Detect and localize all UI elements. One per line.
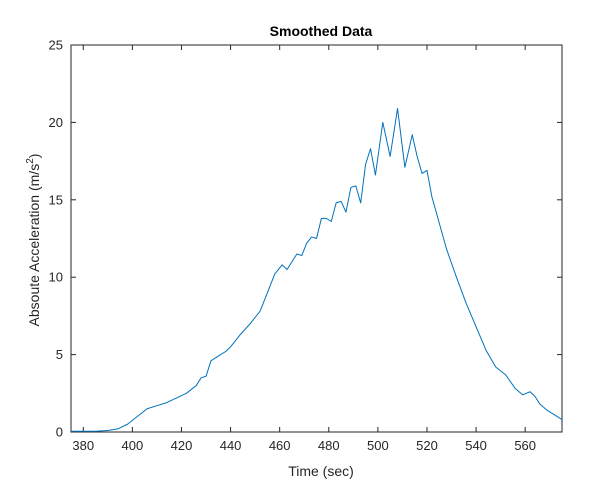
x-tick-label: 460 <box>269 438 291 453</box>
x-tick-label: 440 <box>220 438 242 453</box>
y-tick-label: 0 <box>56 425 63 440</box>
x-tick-label: 500 <box>367 438 389 453</box>
x-tick-label: 400 <box>122 438 144 453</box>
x-tick-label: 380 <box>72 438 94 453</box>
x-tick-label: 520 <box>416 438 438 453</box>
data-series-line-0 <box>71 107 562 432</box>
y-axis-label-superscript: 2 <box>25 158 36 164</box>
x-tick-label: 480 <box>318 438 340 453</box>
y-tick-label: 5 <box>56 347 63 362</box>
y-tick-label: 20 <box>49 115 63 130</box>
axes-box <box>70 44 563 433</box>
y-tick-label: 25 <box>49 38 63 53</box>
x-tick-label: 540 <box>465 438 487 453</box>
y-tick-label: 10 <box>49 270 63 285</box>
plot-area: 380 400 420 440 460 480 500 520 540 560 0 5 10 15 20 25 <box>49 38 563 453</box>
y-axis-label-end: ) <box>26 154 42 159</box>
x-tick-label: 420 <box>171 438 193 453</box>
x-tick-label: 560 <box>514 438 536 453</box>
y-axis-label: Absoute Acceleration (m/s2) <box>25 154 42 327</box>
chart-title: Smoothed Data <box>270 23 373 39</box>
y-axis-label-main: Absoute Acceleration (m/s <box>26 164 42 327</box>
x-axis-label: Time (sec) <box>288 463 354 479</box>
y-tick-label: 15 <box>49 192 63 207</box>
